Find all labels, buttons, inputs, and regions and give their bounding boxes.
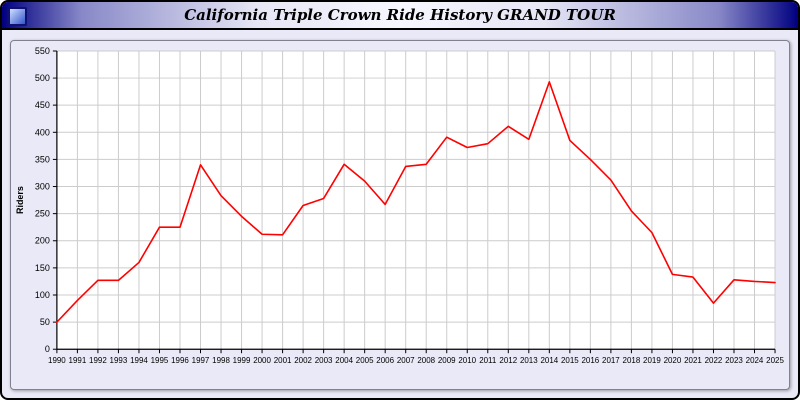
- y-tick-label: 350: [35, 154, 50, 164]
- x-tick-label: 2005: [356, 356, 374, 365]
- x-tick-label: 2002: [294, 356, 312, 365]
- x-tick-label: 2009: [438, 356, 456, 365]
- x-tick-label: 2022: [705, 356, 723, 365]
- x-tick-label: 2025: [766, 356, 784, 365]
- x-tick-label: 2024: [746, 356, 764, 365]
- x-tick-label: 2023: [725, 356, 743, 365]
- x-tick-label: 2015: [561, 356, 579, 365]
- x-tick-label: 1998: [212, 356, 230, 365]
- x-tick-label: 2018: [623, 356, 641, 365]
- y-axis-label: Riders: [15, 186, 25, 214]
- window-icon: [8, 7, 27, 26]
- y-tick-label: 450: [35, 100, 50, 110]
- x-tick-label: 2007: [397, 356, 415, 365]
- x-tick-label: 2012: [499, 356, 517, 365]
- y-tick-label: 400: [35, 127, 50, 137]
- x-tick-label: 2017: [602, 356, 620, 365]
- x-tick-label: 1994: [130, 356, 148, 365]
- x-tick-label: 1997: [192, 356, 210, 365]
- x-tick-label: 1990: [48, 356, 66, 365]
- x-tick-label: 1991: [69, 356, 87, 365]
- x-tick-label: 2006: [376, 356, 394, 365]
- x-tick-label: 2003: [315, 356, 333, 365]
- y-tick-label: 550: [35, 46, 50, 56]
- page-title: California Triple Crown Ride History GRA…: [184, 6, 616, 24]
- x-tick-label: 2013: [520, 356, 538, 365]
- plot-area: [56, 50, 776, 350]
- x-tick-label: 2010: [458, 356, 476, 365]
- title-bar: California Triple Crown Ride History GRA…: [2, 2, 798, 30]
- x-tick-label: 2001: [274, 356, 292, 365]
- y-tick-label: 100: [35, 290, 50, 300]
- y-tick-label: 150: [35, 263, 50, 273]
- x-tick-label: 1999: [233, 356, 251, 365]
- x-tick-label: 1992: [89, 356, 107, 365]
- axes: [56, 50, 776, 350]
- x-tick-label: 2016: [582, 356, 600, 365]
- y-tick-label: 200: [35, 236, 50, 246]
- riders-series-line: [56, 81, 776, 323]
- x-tick-label: 2019: [643, 356, 661, 365]
- y-tick-label: 50: [40, 317, 50, 327]
- x-tick-label: 2020: [664, 356, 682, 365]
- y-tick-label: 300: [35, 182, 50, 192]
- x-tick-label: 2021: [684, 356, 702, 365]
- x-tick-label: 2008: [417, 356, 435, 365]
- x-tick-label: 2011: [479, 356, 497, 365]
- y-tick-label: 0: [45, 344, 50, 354]
- x-tick-label: 2014: [540, 356, 558, 365]
- x-tick-label: 1995: [151, 356, 169, 365]
- chart-panel: 0 50 100 150 200 250 300 350 400 450 500 550 1990 199…: [10, 40, 790, 390]
- y-tick-label: 250: [35, 209, 50, 219]
- x-tick-label: 2000: [253, 356, 271, 365]
- x-tick-label: 2004: [335, 356, 353, 365]
- y-tick-label: 500: [35, 73, 50, 83]
- x-tick-label: 1996: [171, 356, 189, 365]
- x-tick-label: 1993: [110, 356, 128, 365]
